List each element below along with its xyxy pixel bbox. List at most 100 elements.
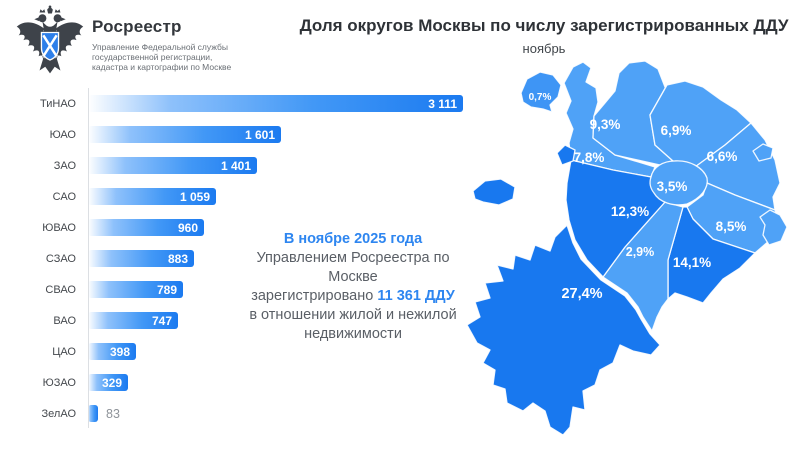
bar-chart: ТиНАО 3 111 ЮАО 1 601 ЗАО 1 401 САО 1 059 ЮВАО 96… (0, 88, 480, 429)
brand-block: Росреестр Управление Федеральной службы … (92, 17, 282, 72)
bar-category-label: ЗелАО (41, 407, 76, 420)
summary-line-2: Управлением Росреестра по Москве (256, 250, 450, 285)
bar-ЦАО: 398 (88, 343, 136, 360)
map-region-tinao (466, 224, 661, 436)
brand-subtitle-line-3: кадастра и картографии по Москве (92, 62, 232, 72)
bar-track: 960 (88, 219, 480, 236)
bar-value: 1 059 (179, 189, 210, 204)
bar-category-label: ЮАО (49, 128, 76, 141)
bar-category-label: СВАО (45, 283, 76, 296)
bar-row-ЗАО: ЗАО 1 401 (0, 150, 480, 181)
bar-category-label: ТиНАО (40, 97, 76, 110)
map-region-zelao (520, 71, 562, 113)
bar-track: 329 (88, 374, 480, 391)
bar-row-ТиНАО: ТиНАО 3 111 (0, 88, 480, 119)
bar-row-ЮВАО: ЮВАО 960 (0, 212, 480, 243)
bar-ТиНАО: 3 111 (88, 95, 463, 112)
bar-track: 789 (88, 281, 480, 298)
rosreestr-eagle-logo (12, 4, 88, 76)
bar-value: 398 (109, 344, 130, 359)
bar-ЮАО: 1 601 (88, 126, 281, 143)
bar-СВАО: 789 (88, 281, 183, 298)
map-label-uzao: 2,9% (626, 245, 655, 259)
bar-ВАО: 747 (88, 312, 178, 329)
map-region-zao-islet (556, 144, 576, 166)
bar-row-САО: САО 1 059 (0, 181, 480, 212)
bar-value: 3 111 (428, 96, 457, 111)
bar-track: 1 401 (88, 157, 480, 174)
bar-rows-container: ТиНАО 3 111 ЮАО 1 601 ЗАО 1 401 САО 1 059 ЮВАО 96… (0, 88, 480, 429)
bar-category-label: ЮВАО (42, 221, 76, 234)
bar-value: 960 (177, 220, 198, 235)
bar-category-label: ВАО (53, 314, 76, 327)
brand-subtitle: Управление Федеральной службы государств… (92, 42, 282, 72)
bar-track: 1 601 (88, 126, 480, 143)
bar-САО: 1 059 (88, 188, 216, 205)
map-label-cao: 3,5% (657, 179, 688, 194)
bar-row-СЗАО: СЗАО 883 (0, 243, 480, 274)
map-label-zao: 12,3% (611, 204, 649, 219)
summary-total-ddu: 11 361 ДДУ (377, 288, 455, 304)
page-title: Доля округов Москвы по числу зарегистрир… (299, 16, 789, 35)
moscow-districts-map: 0,7% 9,3% 6,9% 7,8% 6,6% 3,5% 12,3% 8,5%… (455, 55, 800, 450)
bar-track: 883 (88, 250, 480, 267)
map-region-vao-exclave (752, 143, 774, 162)
bar-value: 329 (101, 375, 122, 390)
bar-ЗАО: 1 401 (88, 157, 257, 174)
map-region-uvao-exclave (759, 209, 788, 246)
bar-row-ЦАО: ЦАО 398 (0, 336, 480, 367)
map-label-tinao: 27,4% (561, 286, 602, 302)
map-label-zelao: 0,7% (529, 92, 552, 103)
map-region-cao (649, 160, 708, 206)
brand-name: Росреестр (92, 17, 182, 36)
map-label-svao: 6,9% (661, 123, 692, 138)
bar-ЮВАО: 960 (88, 219, 204, 236)
brand-subtitle-line-2: государственной регистрации, (92, 52, 213, 62)
bar-track: 83 (88, 405, 480, 422)
bar-category-label: ЮЗАО (42, 376, 76, 389)
bar-track: 398 (88, 343, 480, 360)
bar-track: 747 (88, 312, 480, 329)
bar-row-ВАО: ВАО 747 (0, 305, 480, 336)
map-label-uao: 14,1% (673, 255, 711, 270)
map-region-uzao (602, 201, 684, 332)
bar-row-ЮЗАО: ЮЗАО 329 (0, 367, 480, 398)
bar-category-label: СЗАО (45, 252, 76, 265)
map-label-vao: 6,6% (707, 149, 738, 164)
bar-category-label: ЦАО (52, 345, 76, 358)
bar-row-ЮАО: ЮАО 1 601 (0, 119, 480, 150)
bar-value: 747 (151, 313, 172, 328)
bar-ЮЗАО: 329 (88, 374, 128, 391)
summary-text: В ноябре 2025 года Управлением Росреестр… (230, 230, 476, 344)
bar-row-СВАО: СВАО 789 (0, 274, 480, 305)
brand-subtitle-line-1: Управление Федеральной службы (92, 42, 228, 52)
bar-track: 3 111 (88, 95, 480, 112)
bar-value: 1 401 (220, 158, 251, 173)
summary-line-5: недвижимости (304, 326, 402, 342)
map-region-uao (667, 206, 756, 304)
bar-ЗелАО (88, 405, 98, 422)
bar-track: 1 059 (88, 188, 480, 205)
bar-row-ЗелАО: ЗелАО 83 (0, 398, 480, 429)
map-region-zao-exclave (472, 178, 516, 206)
bar-value: 83 (106, 406, 120, 421)
title-block: Доля округов Москвы по числу зарегистрир… (290, 16, 798, 56)
map-region-zao (565, 159, 666, 278)
map-region-szao (563, 61, 656, 178)
double-headed-eagle-icon (16, 5, 84, 74)
bar-value: 789 (156, 282, 177, 297)
page-subtitle: ноябрь (522, 41, 566, 56)
map-label-szao: 7,8% (574, 150, 605, 165)
summary-line-3: зарегистрировано 11 361 ДДУ (251, 288, 455, 304)
summary-line-4: в отношении жилой и нежилой (249, 307, 457, 323)
map-label-uvao: 8,5% (716, 219, 747, 234)
bar-category-label: САО (52, 190, 76, 203)
summary-period: В ноябре 2025 года (283, 231, 423, 247)
bar-СЗАО: 883 (88, 250, 194, 267)
chart-axis-line (88, 88, 89, 428)
bar-value: 1 601 (244, 127, 275, 142)
bar-value: 883 (167, 251, 188, 266)
bar-category-label: ЗАО (53, 159, 76, 172)
map-label-sao: 9,3% (590, 117, 621, 132)
